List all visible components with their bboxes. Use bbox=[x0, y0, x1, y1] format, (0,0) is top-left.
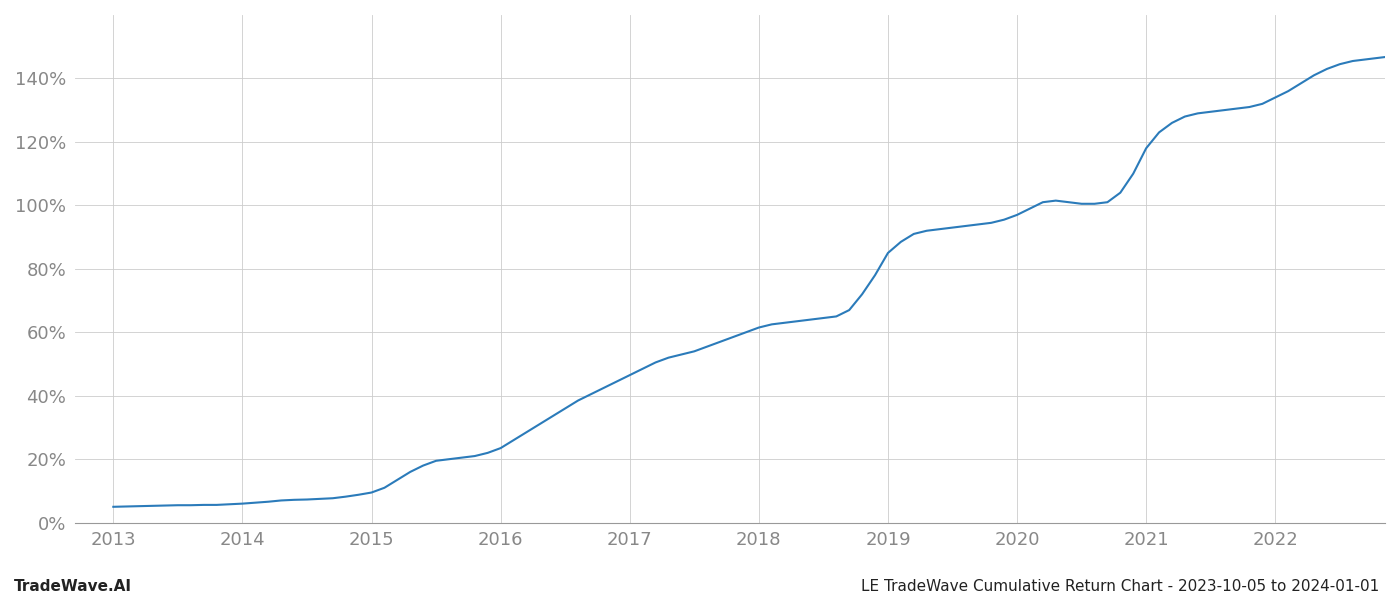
Text: TradeWave.AI: TradeWave.AI bbox=[14, 579, 132, 594]
Text: LE TradeWave Cumulative Return Chart - 2023-10-05 to 2024-01-01: LE TradeWave Cumulative Return Chart - 2… bbox=[861, 579, 1379, 594]
